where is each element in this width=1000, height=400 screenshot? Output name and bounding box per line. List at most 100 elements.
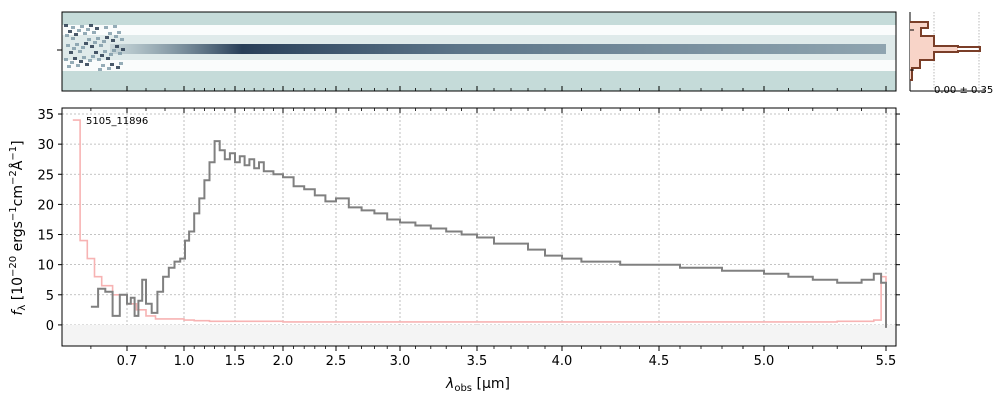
spectrum-2d-noise-pixel bbox=[73, 57, 77, 60]
spectrum-2d-noise-pixel bbox=[79, 60, 83, 63]
spectrum-2d-noise-pixel bbox=[82, 56, 86, 59]
x-tick-label: 4.5 bbox=[649, 354, 670, 369]
spectrum-2d-noise-pixel bbox=[68, 30, 72, 33]
spectrum-2d-noise-pixel bbox=[86, 28, 90, 31]
spectrum-2d-noise-pixel bbox=[83, 32, 87, 35]
spectrum-2d-noise-pixel bbox=[75, 43, 79, 46]
spectrum-2d-noise-pixel bbox=[70, 61, 74, 64]
spectrum-2d-noise-pixel bbox=[77, 29, 81, 32]
series-layer bbox=[62, 119, 896, 346]
spectrum-2d-noise-pixel bbox=[76, 64, 80, 67]
spectrum-2d-noise-pixel bbox=[64, 24, 68, 27]
spectrum-2d-noise-pixel bbox=[98, 68, 102, 71]
spectrum-2d-ticks bbox=[57, 49, 887, 91]
spectrum-2d-noise-pixel bbox=[106, 57, 110, 60]
x-tick-label: 3.5 bbox=[467, 354, 488, 369]
spectrum-2d-noise-pixel bbox=[102, 40, 106, 43]
y-tick-label: 25 bbox=[37, 168, 54, 183]
x-tick-label: 1.5 bbox=[225, 354, 246, 369]
spectrum-2d-noise-pixel bbox=[111, 39, 115, 42]
spectrum-2d-noise-pixel bbox=[116, 66, 120, 69]
y-tick-label: 20 bbox=[37, 198, 54, 213]
spectrum-2d-noise-pixel bbox=[109, 53, 113, 56]
x-tick-label: 0.7 bbox=[117, 354, 138, 369]
spectrum-2d-noise-pixel bbox=[81, 46, 85, 49]
spectrum-2d-noise-pixel bbox=[87, 38, 91, 41]
x-tick-label: 4.0 bbox=[552, 354, 573, 369]
spectrum-2d-noise-pixel bbox=[115, 45, 119, 48]
spectrum-2d-noise-pixel bbox=[117, 31, 121, 34]
spectrum-2d-noise-pixel bbox=[96, 37, 100, 40]
spectrum-2d-noise-pixel bbox=[74, 33, 78, 36]
y-axis-title: fλ [10−20 ergs−1cm−2Å−1] bbox=[8, 140, 28, 315]
y-tick-label: 5 bbox=[46, 289, 54, 304]
spectrum-2d-noise-pixel bbox=[80, 25, 84, 28]
x-tick-label: 3.0 bbox=[390, 354, 411, 369]
profile-panel: 0.00 ± 0.35 bbox=[909, 12, 993, 96]
spectrum-2d-noise-pixel bbox=[92, 31, 96, 34]
y-tick-label: 35 bbox=[37, 108, 54, 123]
uncertainty-series-line bbox=[72, 119, 887, 323]
object-label: 5105_11896 bbox=[86, 116, 148, 127]
spectrum-2d-noise-pixel bbox=[119, 62, 123, 65]
plot-area bbox=[62, 108, 896, 346]
spectrum-2d-noise-pixel bbox=[71, 26, 75, 29]
axis-ticks bbox=[58, 108, 900, 351]
spectrum-2d-noise-pixel bbox=[93, 41, 97, 44]
flux-series-line bbox=[90, 140, 887, 328]
x-tick-label: 2.5 bbox=[326, 354, 347, 369]
spectrum-2d-noise-pixel bbox=[89, 24, 93, 27]
x-axis-unit: [μm] bbox=[472, 376, 510, 392]
spectrum-2d-noise-pixel bbox=[65, 34, 69, 37]
spectrum-2d-noise-pixel bbox=[78, 50, 82, 53]
y-tick-label: 30 bbox=[37, 138, 54, 153]
spectrum-2d-noise-pixel bbox=[114, 35, 118, 38]
spectrum-2d-image bbox=[62, 24, 896, 71]
spectrum-2d-noise-pixel bbox=[120, 38, 124, 41]
spectrum-2d-noise-pixel bbox=[107, 67, 111, 70]
y-tick-label: 15 bbox=[37, 229, 54, 244]
spectrum-2d-noise-pixel bbox=[103, 50, 107, 53]
spectrum-2d-noise-pixel bbox=[88, 59, 92, 62]
x-tick-label: 5.5 bbox=[876, 354, 897, 369]
x-tick-label: 5.0 bbox=[754, 354, 775, 369]
spectrum-2d-noise-pixel bbox=[85, 63, 89, 66]
y-tick-label: 0 bbox=[46, 319, 54, 334]
spectrum-2d-panel bbox=[57, 11, 897, 92]
y-tick-labels: 0 5 10 15 20 25 30 35 bbox=[37, 108, 54, 334]
x-axis-symbol: λ bbox=[445, 376, 454, 392]
spectrum-2d-frame bbox=[61, 11, 897, 92]
spectrum-2d-noise-pixel bbox=[113, 25, 117, 28]
spectrum-2d-noise-pixel bbox=[121, 48, 125, 51]
spectrum-2d-noise-pixel bbox=[91, 55, 95, 58]
y-tick-label: 10 bbox=[37, 259, 54, 274]
spectrum-2d-trace bbox=[110, 44, 886, 54]
spectrum-2d-noise-pixel bbox=[94, 51, 98, 54]
spectrum-2d-noise-pixel bbox=[108, 32, 112, 35]
spectrum-2d-upper-band bbox=[62, 25, 896, 35]
spectrum-2d-noise-pixel bbox=[104, 26, 108, 29]
spectrum-2d-noise-pixel bbox=[97, 58, 101, 61]
spectrum-2d-noise-pixel bbox=[101, 64, 105, 67]
x-axis-subscript: obs bbox=[454, 383, 472, 394]
plot-frame bbox=[61, 107, 897, 347]
baseline-shade bbox=[62, 324, 896, 346]
spectrum-2d-noise-pixel bbox=[71, 37, 75, 40]
x-tick-label: 1.0 bbox=[174, 354, 195, 369]
spectrum-2d-noise-pixel bbox=[112, 49, 116, 52]
x-tick-label: 2.0 bbox=[273, 354, 294, 369]
spectrum-2d-noise-pixel bbox=[110, 63, 114, 66]
spectrum-2d-noise-pixel bbox=[84, 42, 88, 45]
spectrum-2d-lower-band bbox=[62, 60, 896, 71]
spectrum-2d-noise-pixel bbox=[105, 36, 109, 39]
spectrum-1d-panel: 0.7 1.0 1.5 2.0 2.5 3.0 3.5 4.0 4.5 5.0 5.5 0 5 10 15… bbox=[8, 107, 900, 394]
spectrum-2d-noise-pixel bbox=[118, 52, 122, 55]
x-axis-title: λobs [μm] bbox=[445, 376, 510, 394]
x-tick-labels: 0.7 1.0 1.5 2.0 2.5 3.0 3.5 4.0 4.5 5.0 5.5 bbox=[117, 354, 897, 369]
profile-annotation: 0.00 ± 0.35 bbox=[934, 85, 993, 96]
profile-line bbox=[910, 21, 981, 81]
spectrum-2d-noise-pixel bbox=[90, 45, 94, 48]
spectrum-2d-noise-pixel bbox=[99, 44, 103, 47]
spectrum-2d-noise-pixel bbox=[67, 65, 71, 68]
